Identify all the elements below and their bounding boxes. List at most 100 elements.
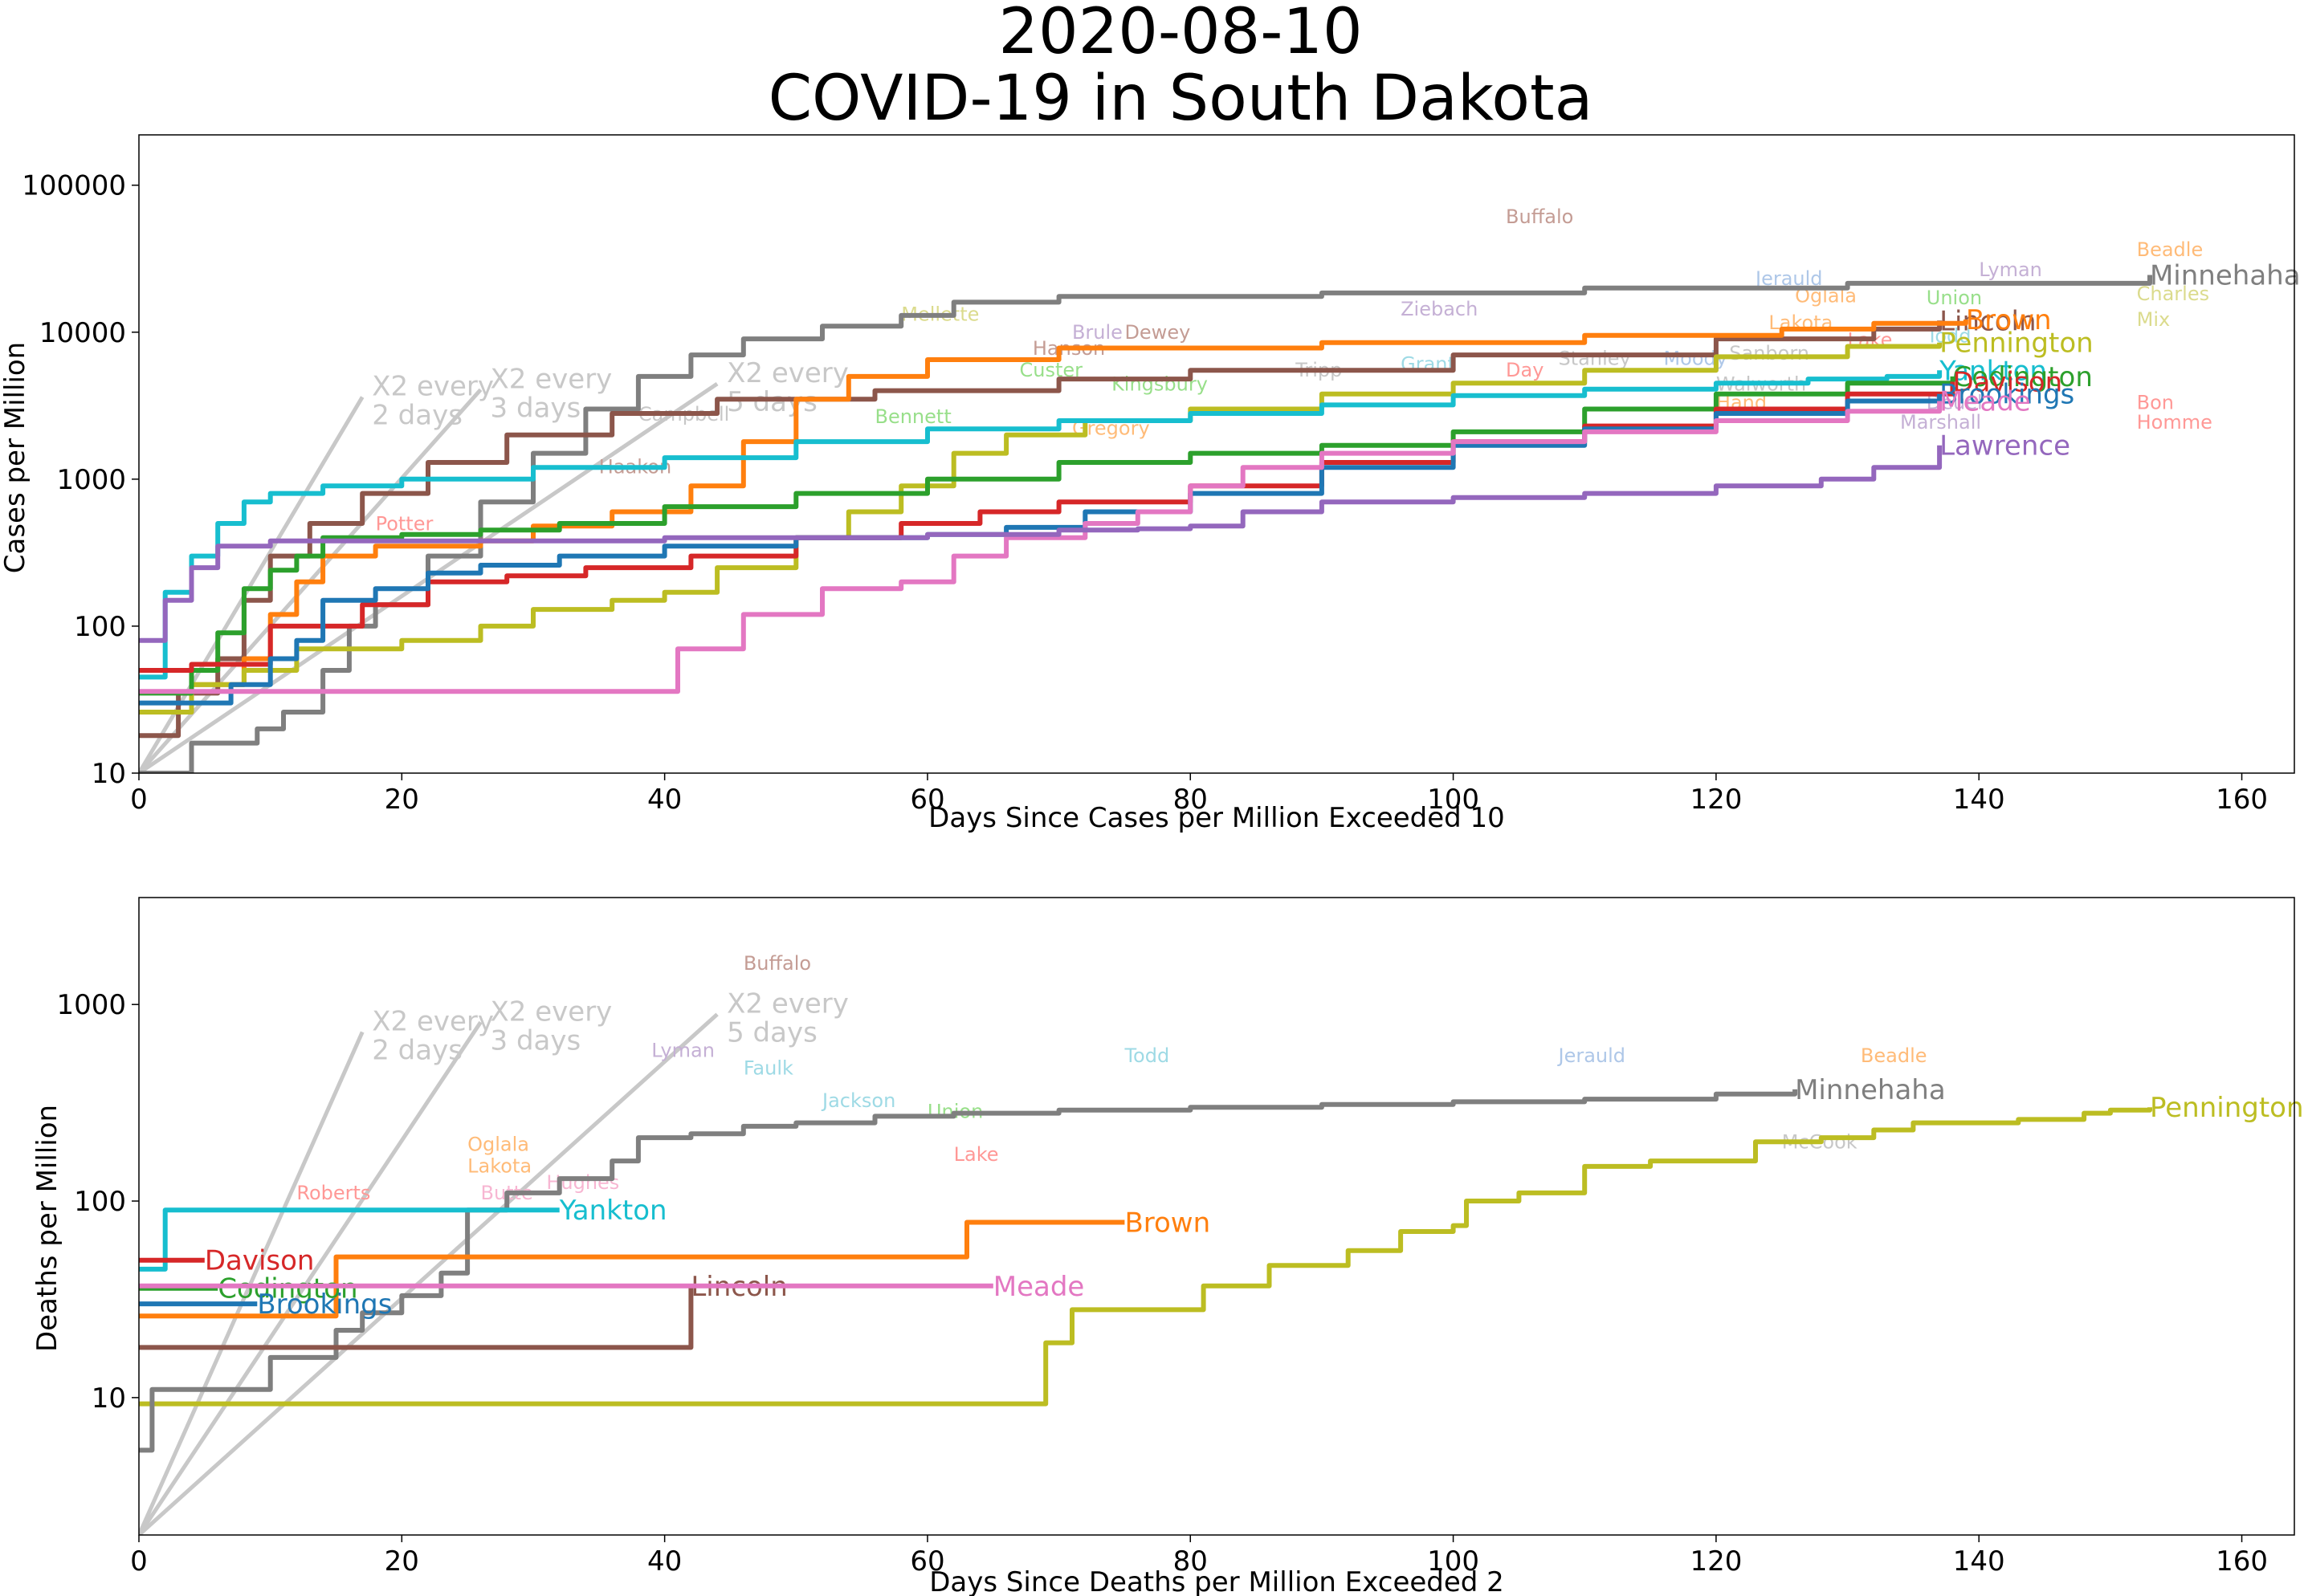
county-label: Brule <box>1072 321 1123 344</box>
series-end-label: Codington <box>218 1273 357 1305</box>
series-end-label: Brookings <box>257 1289 392 1321</box>
series-line <box>139 342 1943 715</box>
doubling-guide-label: 5 days <box>727 386 818 418</box>
series-end-label: Lawrence <box>1939 430 2070 462</box>
series-end-label: Yankton <box>1939 355 2047 387</box>
series-line <box>139 1219 1125 1319</box>
y-tick-label: 1000 <box>56 989 126 1021</box>
county-label: Beadle <box>1861 1044 1927 1067</box>
series-line <box>139 445 1943 643</box>
x-tick-label: 140 <box>1953 784 2005 816</box>
series-end-label: Minnehaha <box>1795 1074 1946 1106</box>
series-end-label: Davison <box>205 1245 315 1277</box>
county-label: Lyman <box>1979 259 2042 281</box>
series-line <box>139 1107 2152 1407</box>
axes-frame <box>138 897 2295 1536</box>
county-label: Faulk <box>744 1057 793 1079</box>
x-tick-label: 40 <box>647 784 682 816</box>
doubling-guide-label: X2 every <box>727 357 849 389</box>
cases-ylabel: Cases per Million <box>0 342 31 574</box>
series-line <box>139 275 2152 773</box>
x-tick-label: 160 <box>2216 784 2268 816</box>
x-tick-label: 40 <box>647 1545 682 1578</box>
series-end-label: Brown <box>1124 1207 1210 1239</box>
doubling-guide-label: 3 days <box>491 392 581 424</box>
x-tick-label: 20 <box>385 1545 419 1578</box>
doubling-guide-label: 3 days <box>491 1024 581 1057</box>
county-label: Dewey <box>1124 321 1190 344</box>
county-label: Stanley <box>1559 347 1631 369</box>
series-end-label: Codington <box>1952 361 2092 393</box>
doubling-guide-label: X2 every <box>491 995 613 1028</box>
county-label: Lake <box>954 1143 999 1166</box>
y-tick-label: 10 <box>92 1382 126 1415</box>
series-line <box>139 1207 560 1272</box>
y-tick-label: 100000 <box>22 170 126 202</box>
county-label: Potter <box>376 512 434 535</box>
y-tick-label: 10000 <box>39 317 126 349</box>
figure-title-line1: 2020-08-10 <box>998 0 1362 68</box>
axes-frame <box>138 134 2295 774</box>
x-tick-label: 80 <box>1173 784 1208 816</box>
county-label: Roberts <box>296 1182 370 1204</box>
county-label: Sanborn <box>1729 342 1809 364</box>
series-end-label: Brown <box>1966 304 2052 336</box>
x-tick-label: 60 <box>910 784 944 816</box>
series-line <box>139 401 1943 694</box>
x-tick-label: 60 <box>910 1545 944 1578</box>
deaths-ylabel: Deaths per Million <box>31 1105 63 1352</box>
series-line <box>139 320 1968 715</box>
county-label: Marshall <box>1900 411 1981 434</box>
county-label: Todd <box>1123 1044 1169 1067</box>
county-label: Buffalo <box>744 952 811 975</box>
y-tick-label: 10 <box>92 758 126 790</box>
county-label: Day <box>1506 359 1543 381</box>
y-tick-label: 100 <box>74 1186 126 1218</box>
doubling-guide-3days <box>139 1020 483 1535</box>
county-label: Mix <box>2137 308 2171 331</box>
series-end-label: Meade <box>993 1271 1085 1303</box>
county-label: Buffalo <box>1506 206 1573 228</box>
series-end-label: Brookings <box>1939 379 2074 411</box>
county-label: Lyman <box>651 1040 715 1062</box>
x-tick-label: 100 <box>1427 784 1479 816</box>
deaths-xlabel: Days Since Deaths per Million Exceeded 2 <box>929 1566 1504 1596</box>
figure-title-line2: COVID-19 in South Dakota <box>769 63 1593 135</box>
county-label: Homme <box>2137 411 2212 434</box>
doubling-guide-2days <box>139 1031 365 1535</box>
x-tick-label: 0 <box>130 784 148 816</box>
x-tick-label: 100 <box>1427 1545 1479 1578</box>
x-tick-label: 160 <box>2216 1545 2268 1578</box>
county-label: Beadle <box>2137 238 2204 261</box>
doubling-guide-label: 2 days <box>372 1035 463 1067</box>
series-end-label: Pennington <box>1939 328 2094 360</box>
county-label: Bon <box>2137 391 2174 413</box>
doubling-guide-5days <box>139 1012 719 1535</box>
x-tick-label: 0 <box>130 1545 148 1578</box>
series-line <box>139 370 1943 680</box>
series-end-label: Pennington <box>2150 1092 2304 1124</box>
y-tick-label: 100 <box>74 611 126 643</box>
series-end-label: Yankton <box>559 1195 667 1227</box>
county-label: Ziebach <box>1401 298 1478 320</box>
county-label: Lakota <box>467 1154 532 1177</box>
doubling-guide-label: 5 days <box>727 1016 818 1048</box>
doubling-guide-label: X2 every <box>491 363 613 395</box>
series-end-label: Minnehaha <box>2150 260 2301 292</box>
county-label: Charles <box>2137 283 2209 305</box>
county-label: Oglala <box>467 1134 529 1156</box>
x-tick-label: 120 <box>1690 784 1742 816</box>
x-tick-label: 120 <box>1690 1545 1742 1578</box>
series-end-label: Meade <box>1939 386 2031 418</box>
series-end-label: Davison <box>1952 367 2062 399</box>
doubling-guide-2days <box>139 396 365 773</box>
county-label: Bennett <box>875 405 951 428</box>
deaths-chart: Days Since Deaths per Million Exceeded 2… <box>31 897 2304 1596</box>
cases-xlabel: Days Since Cases per Million Exceeded 10 <box>928 802 1505 834</box>
cases-chart: Days Since Cases per Million Exceeded 10… <box>0 134 2301 834</box>
series-line <box>139 1089 1798 1453</box>
county-label: Jerauld <box>1557 1044 1626 1067</box>
doubling-guide-label: X2 every <box>727 987 849 1020</box>
county-label: Jackson <box>821 1089 895 1112</box>
